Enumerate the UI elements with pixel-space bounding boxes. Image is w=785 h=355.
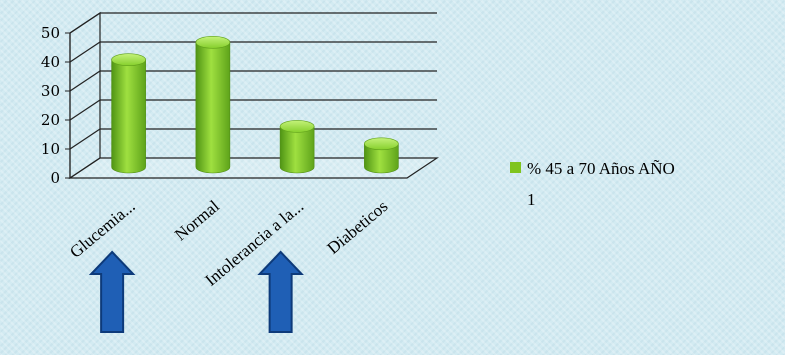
legend-swatch xyxy=(510,162,521,173)
y-axis-ticks: 0 10 20 30 40 50 xyxy=(41,24,71,187)
chart-legend: % 45 a 70 Años AÑO 1 xyxy=(510,159,675,209)
legend-label-continued: 1 xyxy=(527,190,536,209)
chart-grid xyxy=(68,11,439,180)
bar-top xyxy=(364,137,399,151)
up-arrow-icon xyxy=(257,250,304,333)
x-category-label: Diabeticos xyxy=(324,197,392,258)
y-tick-label: 30 xyxy=(41,82,60,100)
gridline-side xyxy=(69,70,101,92)
y-tick-label: 20 xyxy=(41,111,60,129)
y-tick-label: 50 xyxy=(41,24,60,42)
bar xyxy=(364,137,399,174)
bar-top xyxy=(279,120,315,133)
x-category-label: Normal xyxy=(171,196,223,244)
bar-body xyxy=(279,126,315,174)
side-wall xyxy=(69,11,101,180)
bar-body xyxy=(195,42,231,174)
up-arrow-icon xyxy=(88,250,136,333)
bar xyxy=(195,35,231,174)
y-tick-label: 10 xyxy=(41,140,60,158)
gridline-side xyxy=(69,12,101,34)
bar-body xyxy=(364,143,399,174)
gridline-side xyxy=(69,41,101,63)
gridline-side xyxy=(69,128,101,150)
bar-body xyxy=(111,59,146,174)
bar-top xyxy=(111,53,146,67)
gridline-side xyxy=(69,99,101,121)
bar xyxy=(111,53,146,174)
y-tick-label: 0 xyxy=(50,169,60,187)
legend-label: % 45 a 70 Años AÑO xyxy=(527,159,675,178)
bar xyxy=(279,120,315,174)
annotation-arrows xyxy=(88,250,304,333)
bar-top xyxy=(195,35,231,49)
y-tick-label: 40 xyxy=(41,53,60,71)
x-category-label: Glucemia... xyxy=(66,197,139,262)
floor xyxy=(68,157,439,179)
bar-series xyxy=(111,35,399,174)
